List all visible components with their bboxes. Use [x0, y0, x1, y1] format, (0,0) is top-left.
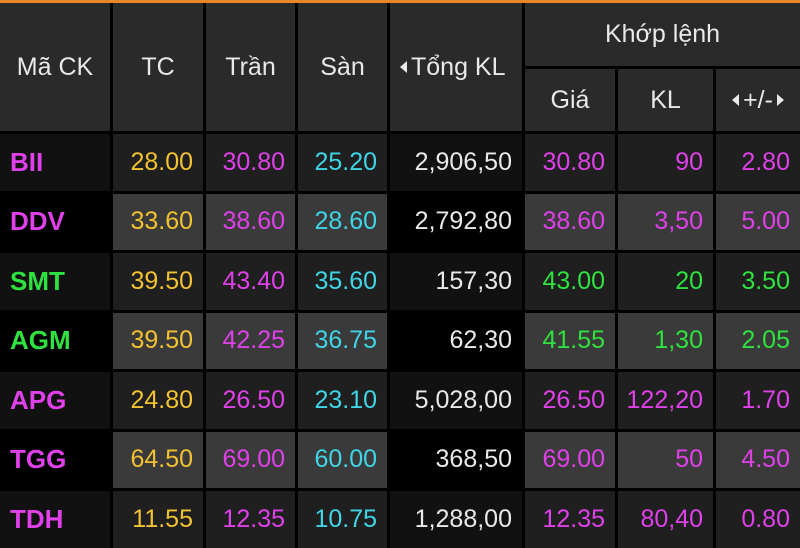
cell-symbol[interactable]: APG	[0, 372, 110, 429]
cell-ceiling: 30.80	[206, 134, 295, 191]
header-total-volume[interactable]: Tổng KL	[390, 3, 522, 131]
cell-symbol[interactable]: AGM	[0, 312, 110, 369]
cell-volume: 122,20	[618, 372, 713, 429]
cell-change: 3.50	[716, 253, 800, 310]
cell-total-volume: 2,906,50	[390, 134, 522, 191]
cell-total-volume: 2,792,80	[390, 193, 522, 250]
cell-total-volume: 368,50	[390, 431, 522, 488]
cell-floor: 23.10	[298, 372, 387, 429]
cell-ceiling: 26.50	[206, 372, 295, 429]
cell-ref: 39.50	[113, 312, 203, 369]
cell-change: 2.80	[716, 134, 800, 191]
cell-change: 0.80	[716, 491, 800, 548]
header-total-volume-label: Tổng KL	[411, 52, 506, 81]
cell-price: 43.00	[525, 253, 615, 310]
header-change[interactable]: +/-	[716, 69, 800, 131]
cell-floor: 10.75	[298, 491, 387, 548]
cell-symbol[interactable]: TGG	[0, 431, 110, 488]
cell-ceiling: 42.25	[206, 312, 295, 369]
cell-total-volume: 1,288,00	[390, 491, 522, 548]
cell-symbol[interactable]: BII	[0, 134, 110, 191]
header-matched: Khớp lệnh	[525, 3, 800, 66]
cell-ceiling: 43.40	[206, 253, 295, 310]
cell-ref: 64.50	[113, 431, 203, 488]
cell-ceiling: 69.00	[206, 431, 295, 488]
header-ref: TC	[113, 3, 203, 131]
cell-floor: 35.60	[298, 253, 387, 310]
cell-ref: 11.55	[113, 491, 203, 548]
header-ceiling: Trần	[206, 3, 295, 131]
cell-volume: 20	[618, 253, 713, 310]
cell-ceiling: 38.60	[206, 193, 295, 250]
cell-price: 12.35	[525, 491, 615, 548]
cell-symbol[interactable]: TDH	[0, 491, 110, 548]
sort-right-icon	[776, 94, 784, 106]
header-volume: KL	[618, 69, 713, 131]
header-floor: Sàn	[298, 3, 387, 131]
sort-left-icon	[732, 94, 740, 106]
cell-volume: 80,40	[618, 491, 713, 548]
cell-volume: 90	[618, 134, 713, 191]
cell-total-volume: 157,30	[390, 253, 522, 310]
cell-change: 5.00	[716, 193, 800, 250]
cell-total-volume: 5,028,00	[390, 372, 522, 429]
sort-left-icon	[400, 61, 407, 73]
cell-price: 69.00	[525, 431, 615, 488]
cell-volume: 1,30	[618, 312, 713, 369]
cell-symbol[interactable]: DDV	[0, 193, 110, 250]
cell-change: 4.50	[716, 431, 800, 488]
cell-floor: 60.00	[298, 431, 387, 488]
cell-total-volume: 62,30	[390, 312, 522, 369]
cell-volume: 50	[618, 431, 713, 488]
cell-ceiling: 12.35	[206, 491, 295, 548]
cell-price: 41.55	[525, 312, 615, 369]
cell-price: 38.60	[525, 193, 615, 250]
header-change-label: +/-	[743, 85, 773, 114]
cell-change: 1.70	[716, 372, 800, 429]
cell-floor: 25.20	[298, 134, 387, 191]
cell-volume: 3,50	[618, 193, 713, 250]
cell-change: 2.05	[716, 312, 800, 369]
top-accent-line	[0, 0, 800, 3]
cell-price: 26.50	[525, 372, 615, 429]
header-price: Giá	[525, 69, 615, 131]
cell-floor: 28.60	[298, 193, 387, 250]
header-symbol: Mã CK	[0, 3, 110, 131]
cell-ref: 33.60	[113, 193, 203, 250]
cell-ref: 28.00	[113, 134, 203, 191]
cell-ref: 39.50	[113, 253, 203, 310]
cell-price: 30.80	[525, 134, 615, 191]
cell-ref: 24.80	[113, 372, 203, 429]
cell-symbol[interactable]: SMT	[0, 253, 110, 310]
cell-floor: 36.75	[298, 312, 387, 369]
